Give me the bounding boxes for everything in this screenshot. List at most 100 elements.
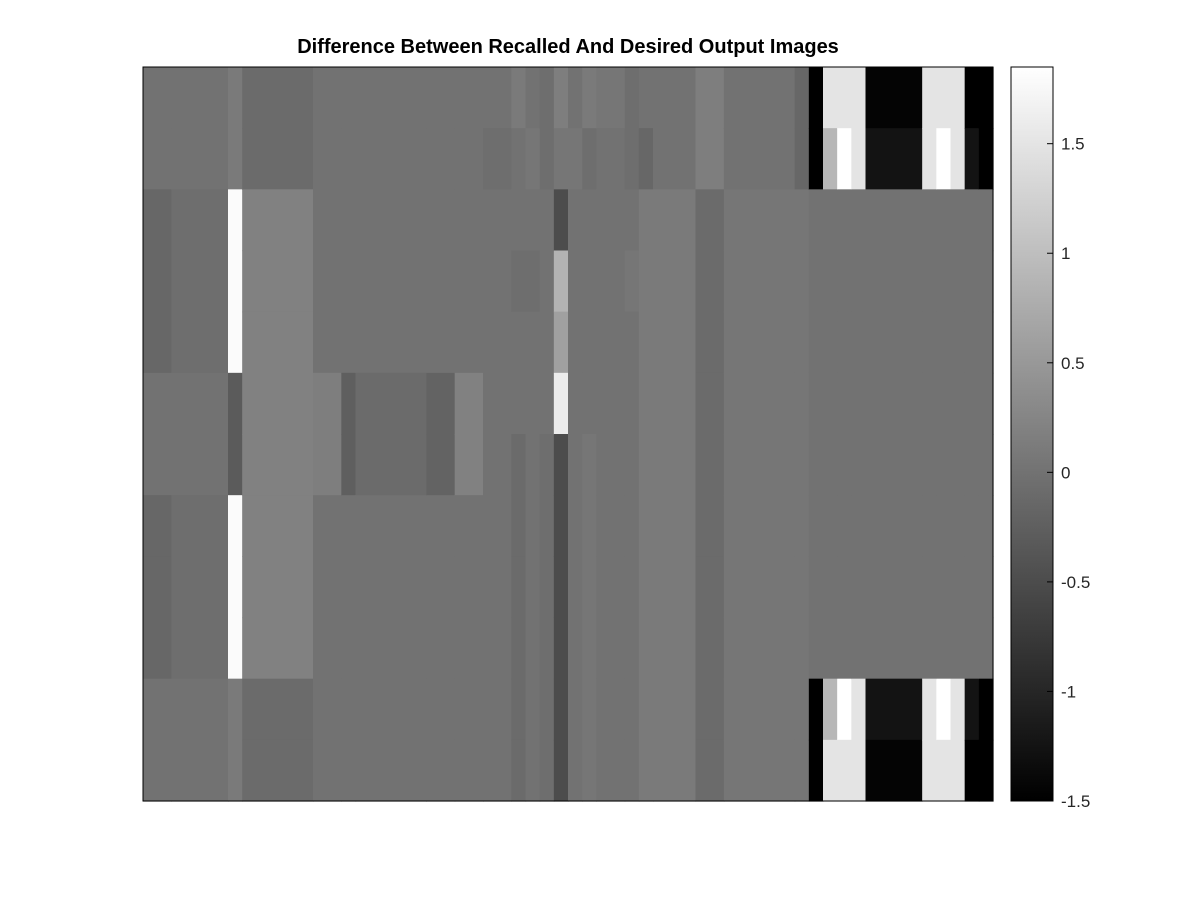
- heatmap-cell: [964, 311, 980, 374]
- heatmap-cell: [582, 250, 597, 313]
- heatmap-cell: [596, 556, 626, 619]
- heatmap-cell: [525, 372, 541, 435]
- heatmap-cell: [143, 678, 172, 741]
- heatmap-cell: [313, 617, 342, 680]
- heatmap-cell: [511, 189, 527, 252]
- heatmap-cell: [313, 67, 342, 129]
- heatmap-cell: [525, 556, 541, 619]
- heatmap-cell: [568, 128, 583, 190]
- heatmap-cell: [553, 678, 569, 741]
- heatmap-cell: [143, 67, 172, 129]
- heatmap-cell: [341, 311, 357, 374]
- heatmap-cell: [936, 556, 952, 619]
- heatmap-cell: [653, 250, 697, 313]
- heatmap-cell: [794, 434, 810, 496]
- heatmap-cell: [950, 617, 966, 680]
- heatmap-cell: [596, 617, 626, 680]
- heatmap-cell: [964, 678, 980, 741]
- heatmap-cell: [723, 311, 796, 374]
- heatmap-cell: [313, 250, 342, 313]
- heatmap-cell: [341, 67, 357, 129]
- heatmap-cell: [653, 128, 697, 190]
- heatmap-cell: [313, 372, 342, 435]
- heatmap-cell: [638, 128, 654, 190]
- heatmap-cell: [228, 128, 243, 190]
- heatmap-cell: [483, 617, 512, 680]
- heatmap-cell: [511, 739, 527, 802]
- heatmap-cell: [355, 311, 427, 374]
- heatmap-cell: [596, 434, 626, 496]
- heatmap-cell: [695, 739, 725, 802]
- heatmap-cell: [723, 434, 796, 496]
- heatmap-cell: [341, 434, 357, 496]
- heatmap-cell: [808, 495, 824, 557]
- heatmap-cell: [964, 189, 980, 252]
- heatmap-cell: [426, 189, 456, 252]
- heatmap-cell: [837, 189, 852, 252]
- heatmap-cell: [454, 556, 484, 619]
- heatmap-cell: [539, 739, 555, 802]
- heatmap-cell: [638, 434, 654, 496]
- heatmap-cell: [964, 128, 980, 190]
- heatmap-cell: [936, 67, 952, 129]
- heatmap-cell: [936, 617, 952, 680]
- heatmap-cell: [823, 739, 838, 802]
- heatmap-cell: [851, 495, 867, 557]
- heatmap-cell: [355, 250, 427, 313]
- heatmap-cell: [695, 434, 725, 496]
- heatmap-cell: [143, 311, 172, 374]
- heatmap-cell: [695, 556, 725, 619]
- heatmap-cell: [483, 434, 512, 496]
- heatmap-cell: [950, 495, 966, 557]
- heatmap-cell: [922, 678, 937, 741]
- heatmap-cell: [511, 67, 527, 129]
- heatmap-cell: [426, 495, 456, 557]
- heatmap-cell: [313, 434, 342, 496]
- heatmap-cell: [624, 739, 640, 802]
- heatmap-cell: [426, 128, 456, 190]
- heatmap-cell: [341, 739, 357, 802]
- heatmap-cell: [964, 617, 980, 680]
- heatmap-cell: [171, 678, 229, 741]
- heatmap-cell: [638, 617, 654, 680]
- heatmap-cell: [964, 556, 980, 619]
- heatmap-cell: [228, 617, 243, 680]
- heatmap-cell: [454, 189, 484, 252]
- heatmap-cell: [426, 434, 456, 496]
- heatmap-cell: [624, 372, 640, 435]
- heatmap-cell: [582, 311, 597, 374]
- heatmap-cell: [865, 495, 923, 557]
- heatmap-cell: [978, 372, 994, 435]
- heatmap-cell: [922, 434, 937, 496]
- colorbar-ticks: 1.5 1 0.5 0 -0.5 -1 -1.5: [1047, 135, 1090, 811]
- heatmap-cell: [723, 739, 796, 802]
- heatmap-cell: [950, 67, 966, 129]
- heatmap-cell: [964, 372, 980, 435]
- heatmap-cell: [723, 495, 796, 557]
- heatmap-cell: [355, 678, 427, 741]
- heatmap-cell: [242, 556, 314, 619]
- heatmap-cell: [936, 739, 952, 802]
- heatmap-cell: [823, 372, 838, 435]
- heatmap-cell: [525, 739, 541, 802]
- heatmap-cell: [808, 372, 824, 435]
- heatmap-cell: [511, 250, 527, 313]
- heatmap-cell: [341, 495, 357, 557]
- heatmap-cell: [313, 495, 342, 557]
- heatmap-cell: [865, 617, 923, 680]
- heatmap-cell: [525, 250, 541, 313]
- heatmap-cell: [355, 495, 427, 557]
- heatmap-cell: [228, 189, 243, 252]
- heatmap-cell: [653, 617, 697, 680]
- heatmap-cell: [638, 739, 654, 802]
- heatmap-cell: [978, 678, 994, 741]
- heatmap-cell: [596, 128, 626, 190]
- heatmap-cell: [596, 189, 626, 252]
- heatmap-cell: [922, 372, 937, 435]
- heatmap-cell: [483, 678, 512, 741]
- heatmap-cell: [936, 678, 952, 741]
- heatmap-cell: [341, 250, 357, 313]
- heatmap-cell: [808, 128, 824, 190]
- heatmap-cell: [964, 67, 980, 129]
- heatmap-cell: [483, 67, 512, 129]
